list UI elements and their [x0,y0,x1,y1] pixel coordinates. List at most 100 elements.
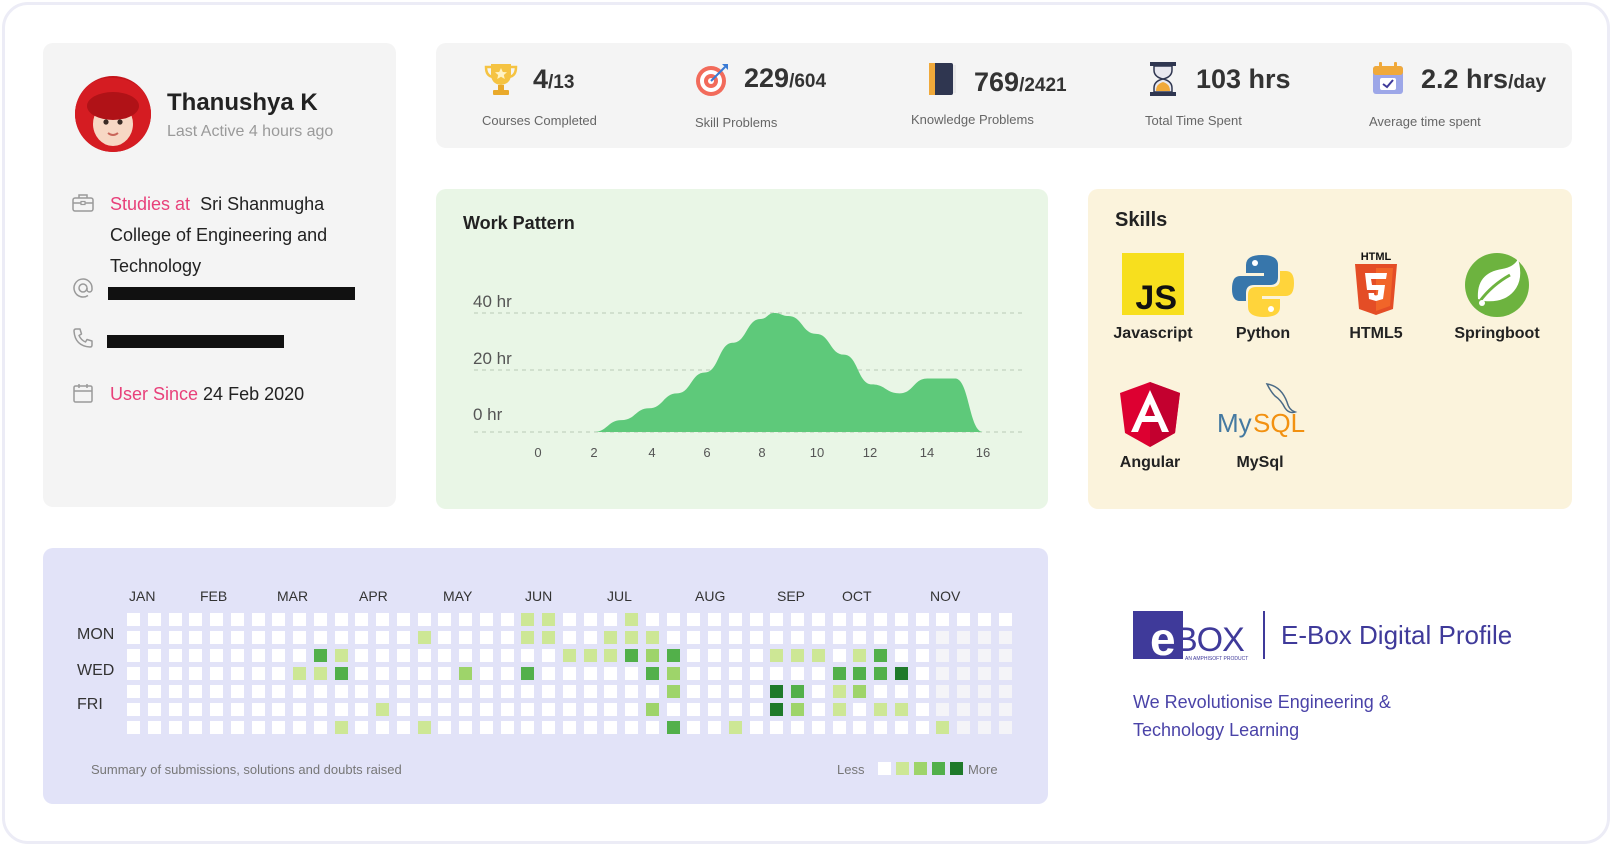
heatmap-cell [168,631,182,644]
skill-html5: HTML HTML5 [1321,251,1431,343]
stat-knowledge-label: Knowledge Problems [911,112,1034,127]
heatmap-cell [957,667,970,680]
heatmap-cell [210,667,223,680]
heatmap-cell [749,721,763,734]
heatmap-cell [957,613,970,626]
heatmap-cell [791,703,804,716]
heatmap-cell [811,703,825,716]
heatmap-cell [147,685,161,698]
heatmap-cell [770,667,784,680]
heatmap-cell [874,613,887,626]
heatmap-cell [936,721,950,734]
heatmap-cell [791,667,804,680]
heatmap-cell [396,631,410,644]
heatmap-cell [293,703,306,716]
heatmap-cell [832,649,846,662]
heatmap-cell [313,649,327,662]
heatmap-cell [853,667,867,680]
heatmap-cell [210,649,223,662]
heatmap-cell [355,721,369,734]
heatmap-cell [251,631,265,644]
heatmap-cell [272,613,286,626]
x-tick-label: 4 [648,445,655,460]
heatmap-cell [479,685,493,698]
heatmap-cell [438,685,452,698]
heatmap-cell [749,631,763,644]
heatmap-cell [521,667,535,680]
heatmap-cell [604,613,618,626]
heatmap-cell [127,631,140,644]
phone-row [71,324,110,350]
calendar-check-icon [1373,62,1403,94]
legend-swatch [932,762,945,775]
svg-text:My: My [1217,408,1252,438]
x-tick-label: 8 [758,445,765,460]
heatmap-cell [687,685,701,698]
heatmap-cell [396,667,410,680]
heatmap-cell [542,649,555,662]
user-since-value: 24 Feb 2020 [203,384,305,404]
skill-angular-name: Angular [1119,454,1181,471]
heatmap-cell [376,685,389,698]
heatmap-cell [791,649,804,662]
heatmap-cell [936,649,950,662]
heatmap-cell [542,667,555,680]
y-tick-label: 20 hr [473,349,512,368]
heatmap-cell [874,721,887,734]
book-icon [929,63,956,95]
month-label: JUL [607,588,632,604]
heatmap-cell [293,667,306,680]
heatmap-cell [355,613,369,626]
heatmap-cell [936,685,950,698]
heatmap-cell [127,703,140,716]
heatmap-cell [832,631,846,644]
heatmap-cell [998,703,1012,716]
heatmap-cell [376,721,389,734]
user-since-label: User Since [110,384,199,404]
heatmap-cell [355,631,369,644]
heatmap-cell [915,685,929,698]
heatmap-cell [998,613,1012,626]
work-pattern-card: Work Pattern 40 hr 20 hr 0 hr 0 2 4 6 8 10 12 14 16 [436,189,1048,509]
heatmap-cell [168,685,182,698]
heatmap-cell [376,631,389,644]
month-label: MAY [443,588,473,604]
heatmap-cell [334,703,348,716]
heatmap-cell [604,703,618,716]
heatmap-cell [251,667,265,680]
heatmap-cell [417,631,431,644]
heatmap-cell [749,613,763,626]
heatmap-cell [728,703,742,716]
heatmap-cell [791,685,804,698]
heatmap-cell [957,703,970,716]
svg-text:SQL: SQL [1253,408,1305,438]
heatmap-cell [438,649,452,662]
heatmap-cell [583,613,597,626]
heatmap-cell [500,631,514,644]
heatmap-cell [853,631,867,644]
heatmap-cell [438,721,452,734]
y-tick-label: 40 hr [473,292,512,311]
heatmap-cell [998,649,1012,662]
heatmap-cell [666,667,680,680]
heatmap-cell [127,721,140,734]
heatmap-cell [936,613,950,626]
brand-tagline: We Revolutionise Engineering & Technolog… [1133,692,1391,740]
heatmap-cell [313,613,327,626]
heatmap-cell [272,685,286,698]
heatmap-cell [355,685,369,698]
heatmap-cell [708,649,721,662]
heatmap-cell [749,667,763,680]
heatmap-cell [811,613,825,626]
heatmap-cell [210,631,223,644]
heatmap-cell [977,631,991,644]
heatmap-cell [977,649,991,662]
heatmap-cell [230,613,244,626]
heatmap-cell [313,703,327,716]
javascript-logo-icon: JS [1118,251,1188,321]
heatmap-cell [230,703,244,716]
heatmap-cell [915,649,929,662]
heatmap-cell [168,667,182,680]
heatmap-cell [811,667,825,680]
heatmap-cell [770,721,784,734]
